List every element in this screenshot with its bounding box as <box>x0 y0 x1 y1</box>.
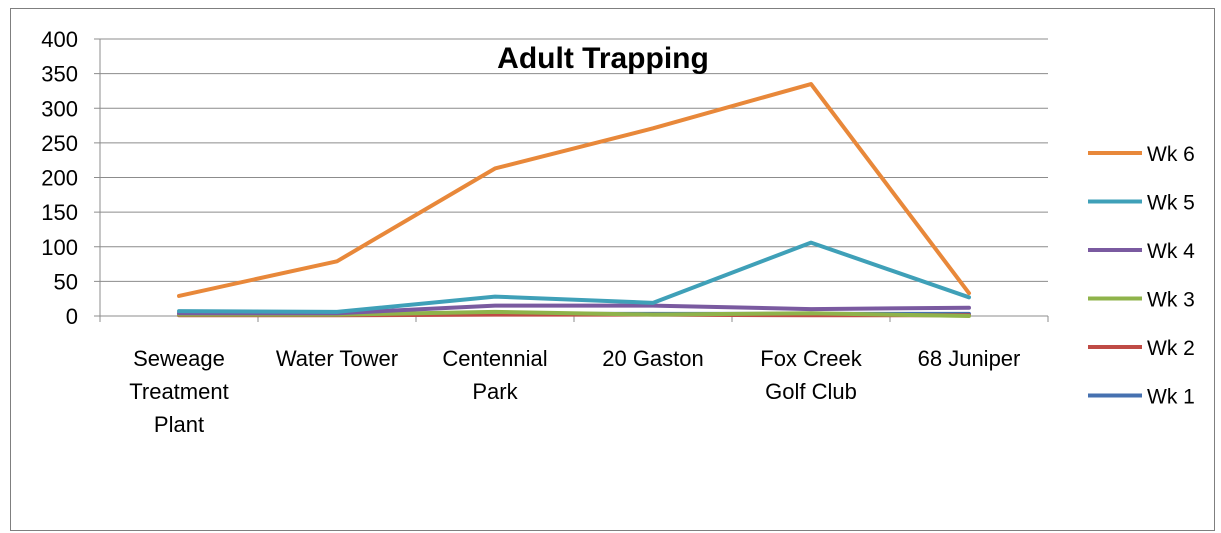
y-tick-label: 300 <box>41 96 78 121</box>
x-category-label: Park <box>472 379 518 404</box>
legend-label: Wk 3 <box>1147 289 1195 312</box>
y-tick-label: 150 <box>41 200 78 225</box>
x-category-label: Seweage <box>133 346 225 371</box>
x-category-label: Fox Creek <box>760 346 862 371</box>
x-category-label: 68 Juniper <box>918 346 1021 371</box>
legend-label: Wk 4 <box>1147 240 1195 263</box>
y-tick-label: 50 <box>54 269 78 294</box>
y-tick-label: 200 <box>41 166 78 191</box>
x-category-label: Plant <box>154 412 204 437</box>
y-tick-label: 400 <box>41 27 78 52</box>
x-category-label: Centennial <box>442 346 547 371</box>
legend: Wk 6 Wk 5 Wk 4 Wk 3 Wk 2 Wk 1 <box>1088 143 1195 409</box>
x-category-label: Water Tower <box>276 346 398 371</box>
chart-frame <box>10 8 1215 531</box>
series-lines <box>177 82 971 318</box>
series-line-wk-6 <box>177 82 971 298</box>
legend-label: Wk 1 <box>1147 386 1195 409</box>
x-axis-categories: Seweage Treatment Plant Water Tower Centenni… <box>129 346 1020 437</box>
y-tick-label: 100 <box>41 235 78 260</box>
x-category-label: 20 Gaston <box>602 346 704 371</box>
y-tick-label: 0 <box>66 304 78 329</box>
y-axis-ticks: 0 50 100 150 200 250 300 350 400 <box>41 27 78 329</box>
x-category-label: Golf Club <box>765 379 857 404</box>
y-tick-label: 250 <box>41 131 78 156</box>
gridlines <box>94 38 1049 322</box>
legend-label: Wk 6 <box>1147 143 1195 166</box>
legend-label: Wk 2 <box>1147 337 1195 360</box>
x-category-label: Treatment <box>129 379 228 404</box>
y-tick-label: 350 <box>41 62 78 87</box>
legend-label: Wk 5 <box>1147 192 1195 215</box>
series-line-wk-5 <box>177 240 971 314</box>
chart-title: Adult Trapping <box>497 42 709 75</box>
